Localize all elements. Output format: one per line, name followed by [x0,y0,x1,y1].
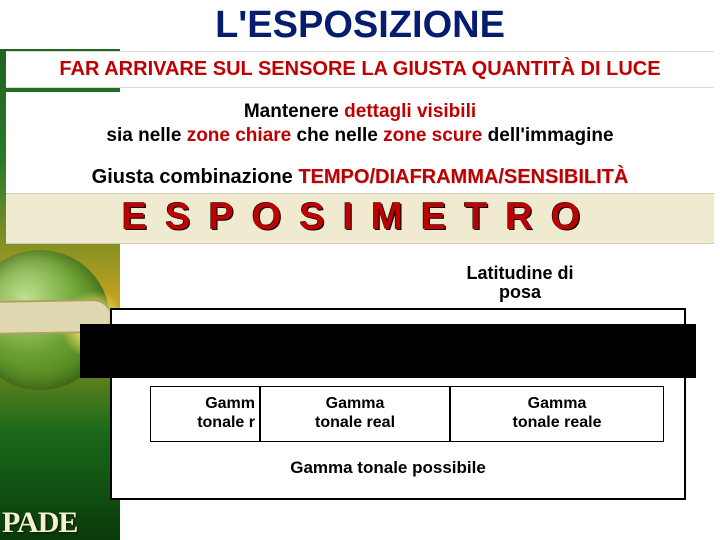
mantenere-lead: Mantenere [244,101,344,122]
combo-red: TEMPO/DIAFRAMMA/SENSIBILITÀ [298,166,628,188]
subtitle-red-bar: FAR ARRIVARE SUL SENSORE LA GIUSTA QUANT… [6,51,714,88]
mantenere-red2: zone chiare [187,125,292,146]
gamma-columns: Gamm tonale r Gamma tonale real Gamma to… [150,386,664,442]
gamma-col-1: Gamm tonale r [150,386,260,442]
slide-title: L'ESPOSIZIONE [0,0,720,49]
gamma-col-1-l2: tonale r [197,414,255,432]
slide-content: L'ESPOSIZIONE FAR ARRIVARE SUL SENSORE L… [0,0,720,508]
mantenere-mid2: che nelle [291,125,383,146]
mantenere-mid1: sia nelle [106,125,186,146]
gamma-col-3: Gamma tonale reale [450,386,664,442]
bg-bottom-word: PADE [2,506,77,540]
black-strip [80,324,696,378]
lower-diagram: Latitudine di posa Gamm tonale r Gamma t… [80,252,696,508]
gamma-col-3-l1: Gamma [528,395,587,413]
latitudine-title: Latitudine di posa [380,260,660,308]
gamma-col-2-l2: tonale real [315,414,395,432]
combo-lead: Giusta combinazione [92,166,299,188]
mantenere-block: Mantenere dettagli visibili sia nelle zo… [6,92,714,156]
esposimetro-banner: ESPOSIMETRO [6,193,714,244]
combo-line: Giusta combinazione TEMPO/DIAFRAMMA/SENS… [6,156,714,193]
mantenere-red3: zone scure [383,125,482,146]
latitudine-title-2: posa [499,282,541,302]
gamma-col-1-l1: Gamm [205,395,255,413]
gamma-col-2: Gamma tonale real [260,386,450,442]
latitudine-title-1: Latitudine di [467,263,574,283]
mantenere-red1: dettagli visibili [344,101,476,122]
mantenere-tail: dell'immagine [482,125,613,146]
gamma-possibile-label: Gamma tonale possibile [80,458,696,478]
gamma-col-3-l2: tonale reale [513,414,602,432]
gamma-col-2-l1: Gamma [326,395,385,413]
